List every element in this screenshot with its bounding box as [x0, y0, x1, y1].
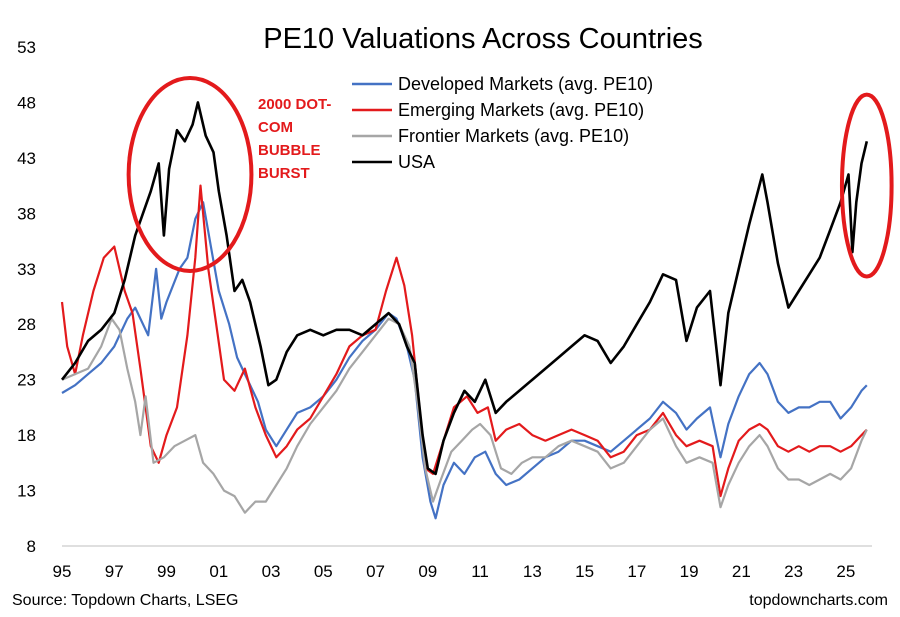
y-tick-label: 23: [17, 371, 36, 390]
y-tick-label: 8: [27, 537, 36, 556]
x-tick-label: 05: [314, 562, 333, 581]
x-tick-label: 09: [418, 562, 437, 581]
x-tick-label: 19: [680, 562, 699, 581]
y-tick-label: 38: [17, 204, 36, 223]
x-tick-label: 07: [366, 562, 385, 581]
legend-label: Emerging Markets (avg. PE10): [398, 100, 644, 120]
legend-label: Frontier Markets (avg. PE10): [398, 126, 629, 146]
brand-note: topdowncharts.com: [749, 592, 888, 609]
series-line-frontier-markets-avg-pe10: [61, 317, 868, 514]
x-tick-label: 11: [471, 562, 489, 581]
y-tick-label: 43: [17, 149, 36, 168]
y-tick-label: 53: [17, 38, 36, 57]
y-axis-tick-labels: 8 13 18 23 28 33 38 43 48 53: [17, 38, 36, 556]
annotation-line: 2000 DOT-: [258, 96, 331, 113]
annotation-line: COM: [258, 119, 293, 136]
legend: Developed Markets (avg. PE10) Emerging Ma…: [352, 74, 653, 172]
x-tick-label: 99: [157, 562, 176, 581]
x-tick-label: 03: [262, 562, 281, 581]
annotation-line: BURST: [258, 165, 310, 182]
x-tick-label: 21: [732, 562, 751, 581]
legend-label: Developed Markets (avg. PE10): [398, 74, 653, 94]
y-tick-label: 13: [17, 482, 36, 501]
highlight-circles: [126, 76, 894, 279]
series-line-usa: [60, 101, 869, 476]
series-line-developed-markets-avg-pe10: [61, 201, 868, 520]
x-tick-label: 95: [53, 562, 72, 581]
series-line-emerging-markets-avg-pe10: [60, 184, 868, 498]
y-tick-label: 33: [17, 260, 36, 279]
x-tick-label: 01: [209, 562, 228, 581]
y-tick-label: 18: [17, 426, 36, 445]
x-tick-label: 13: [523, 562, 542, 581]
x-tick-label: 17: [627, 562, 646, 581]
highlight-circle-2: [839, 92, 894, 279]
legend-label: USA: [398, 152, 435, 172]
x-tick-label: 25: [836, 562, 855, 581]
x-tick-label: 15: [575, 562, 594, 581]
source-note: Source: Topdown Charts, LSEG: [12, 592, 239, 609]
x-tick-label: 97: [105, 562, 124, 581]
annotation-line: BUBBLE: [258, 142, 321, 159]
annotation-dotcom: 2000 DOT- COM BUBBLE BURST: [258, 96, 331, 182]
chart-title: PE10 Valuations Across Countries: [263, 23, 703, 55]
highlight-circle-1: [126, 76, 254, 273]
y-tick-label: 28: [17, 315, 36, 334]
y-tick-label: 48: [17, 93, 36, 112]
x-tick-label: 23: [784, 562, 803, 581]
x-axis-tick-labels: 95 97 99 01 03 05 07 09 11 13 15 17 19 21 23 25: [53, 562, 856, 581]
series-layer: [60, 101, 869, 520]
